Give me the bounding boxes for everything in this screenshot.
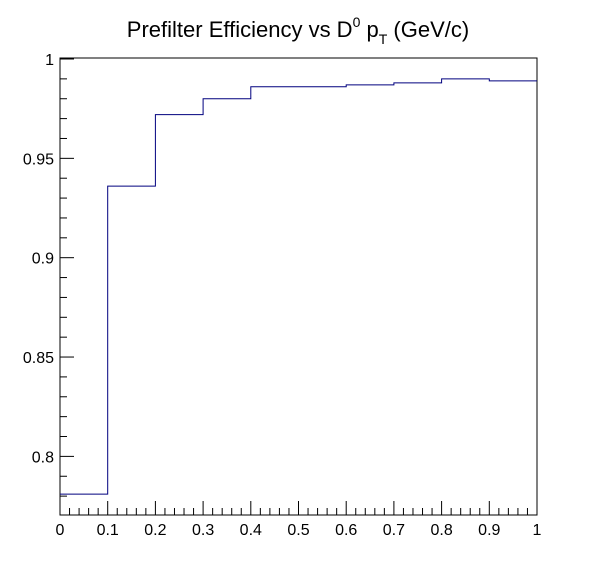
x-tick-label: 0.2 xyxy=(144,522,166,539)
x-tick-label: 0.6 xyxy=(335,522,357,539)
title-middle: p xyxy=(360,17,378,42)
plot-frame xyxy=(59,57,538,516)
series-layer xyxy=(60,78,537,495)
x-tick-label: 0.1 xyxy=(97,522,119,539)
x-tick-label: 0 xyxy=(56,522,65,539)
y-tick-label: 0.95 xyxy=(23,151,54,168)
x-tick-label: 0.9 xyxy=(478,522,500,539)
chart-title: Prefilter Efficiency vs D0 pT (GeV/c) xyxy=(127,14,469,47)
title-suffix: (GeV/c) xyxy=(387,17,469,42)
y-tick-label: 0.85 xyxy=(23,350,54,367)
title-subscript: T xyxy=(379,31,388,47)
x-tick-label: 0.5 xyxy=(287,522,309,539)
y-tick-label: 0.9 xyxy=(32,251,54,268)
x-tick-label: 1 xyxy=(533,522,542,539)
x-tick-label: 0.4 xyxy=(240,522,262,539)
title-prefix: Prefilter Efficiency vs D xyxy=(127,17,353,42)
y-tick-label: 1 xyxy=(45,52,54,69)
title-superscript: 0 xyxy=(353,14,361,30)
x-tick-label: 0.7 xyxy=(383,522,405,539)
x-tick-label: 0.3 xyxy=(192,522,214,539)
tick-labels: 0 0.1 0.2 0.3 0.4 0.5 0.6 0.7 0.8 0.9 1 0.8 0.85 0.9 0… xyxy=(23,52,542,539)
y-tick-label: 0.8 xyxy=(32,449,54,466)
axis-ticks xyxy=(59,58,538,515)
x-tick-label: 0.8 xyxy=(430,522,452,539)
efficiency-step-line xyxy=(60,78,537,495)
